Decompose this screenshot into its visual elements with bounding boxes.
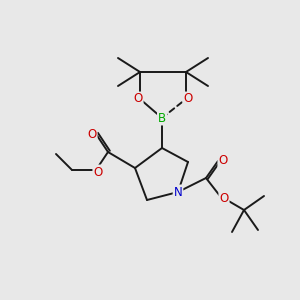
Text: O: O [134,92,142,106]
Text: O: O [87,128,97,140]
Text: N: N [174,185,182,199]
Text: O: O [218,154,228,167]
Text: O: O [183,92,193,106]
Text: B: B [158,112,166,124]
Text: O: O [219,191,229,205]
Text: O: O [93,166,103,178]
